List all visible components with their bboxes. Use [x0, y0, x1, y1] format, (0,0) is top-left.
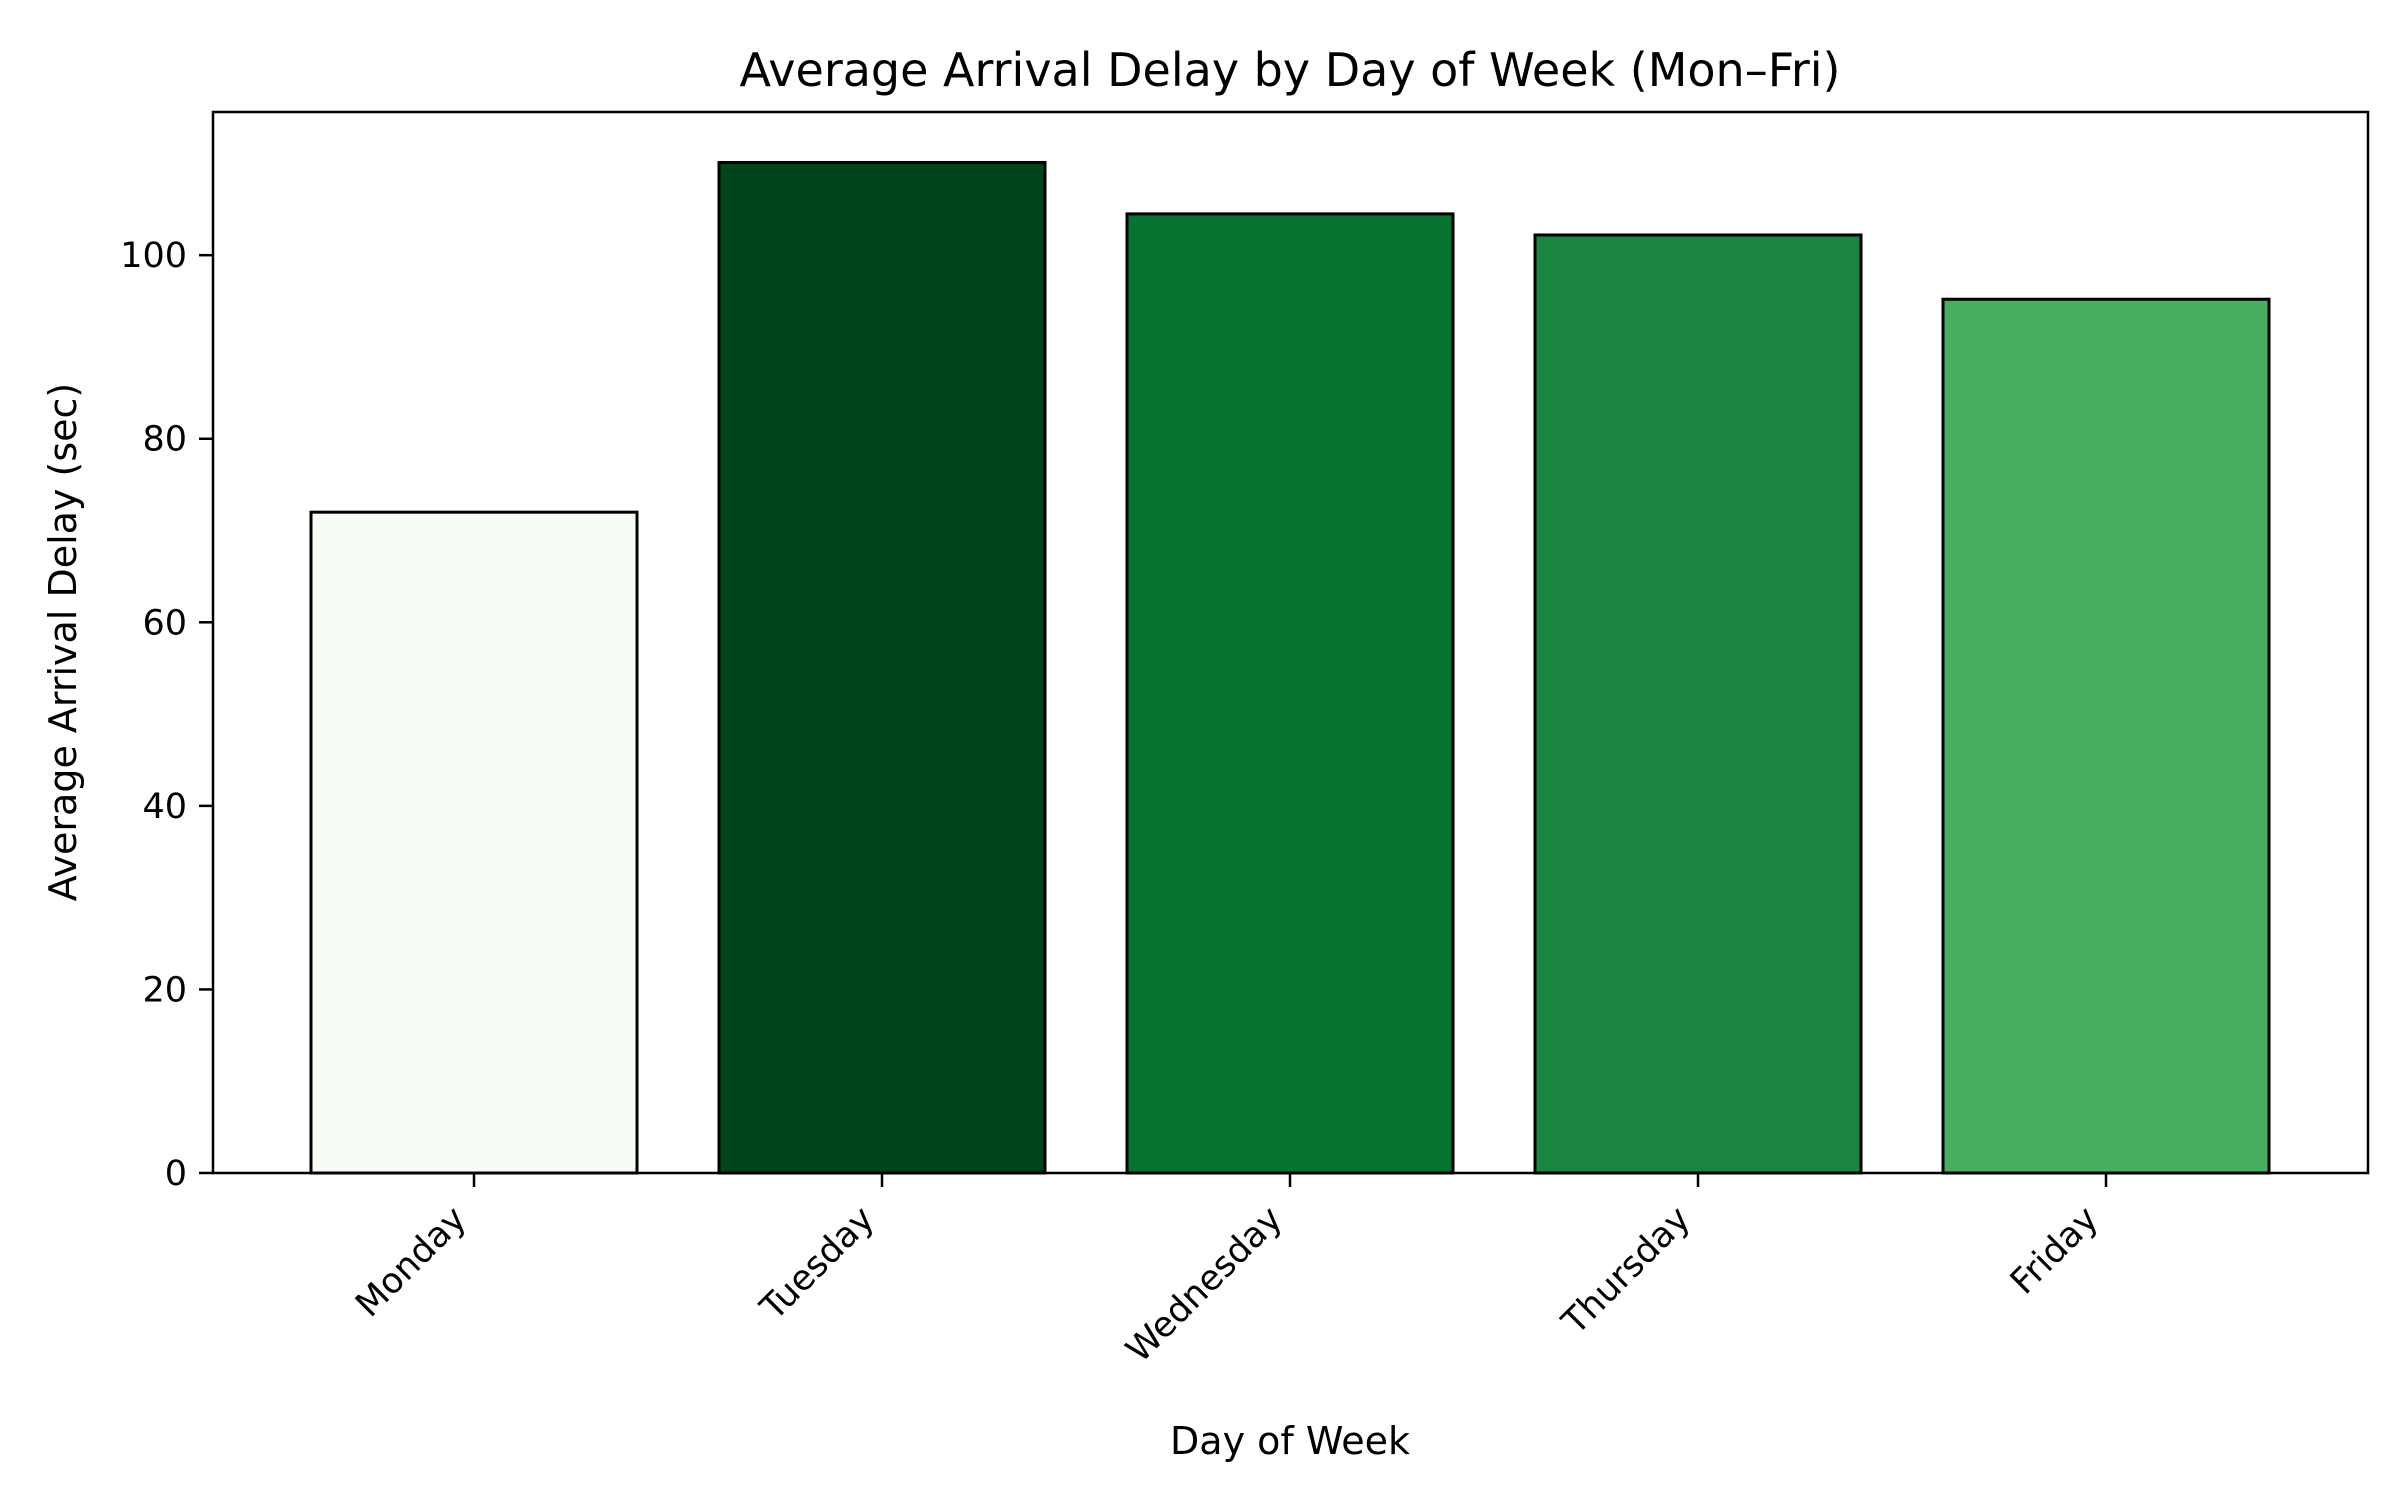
bars-group — [309, 160, 2271, 1175]
x-axis-label: Day of Week — [1170, 1419, 1410, 1463]
x-tick-label-monday: Monday — [348, 1199, 474, 1325]
y-tick-label: 100 — [120, 236, 187, 276]
y-tick-label: 0 — [165, 1154, 187, 1194]
bar-friday — [1941, 297, 2271, 1175]
x-tick-label-tuesday: Tuesday — [753, 1199, 883, 1329]
x-axis: Monday Tuesday Wednesday Thursday Friday — [348, 1173, 2108, 1371]
y-axis: 0 20 40 60 80 100 — [120, 236, 213, 1194]
y-axis-label: Average Arrival Delay (sec) — [41, 383, 85, 901]
y-tick-label: 20 — [142, 970, 187, 1010]
y-tick-label: 60 — [142, 603, 187, 643]
x-tick-label-friday: Friday — [2003, 1199, 2106, 1302]
plot-frame — [211, 110, 2370, 1175]
y-tick-label: 40 — [142, 787, 187, 827]
bar-monday — [309, 510, 639, 1175]
bar-thursday — [1533, 233, 1863, 1175]
x-tick-label-thursday: Thursday — [1554, 1199, 1698, 1343]
chart-title: Average Arrival Delay by Day of Week (Mo… — [740, 43, 1841, 97]
x-tick-label-wednesday: Wednesday — [1119, 1199, 1291, 1371]
bar-wednesday — [1125, 212, 1455, 1175]
y-tick-label: 80 — [142, 420, 187, 460]
bar-tuesday — [717, 160, 1047, 1175]
